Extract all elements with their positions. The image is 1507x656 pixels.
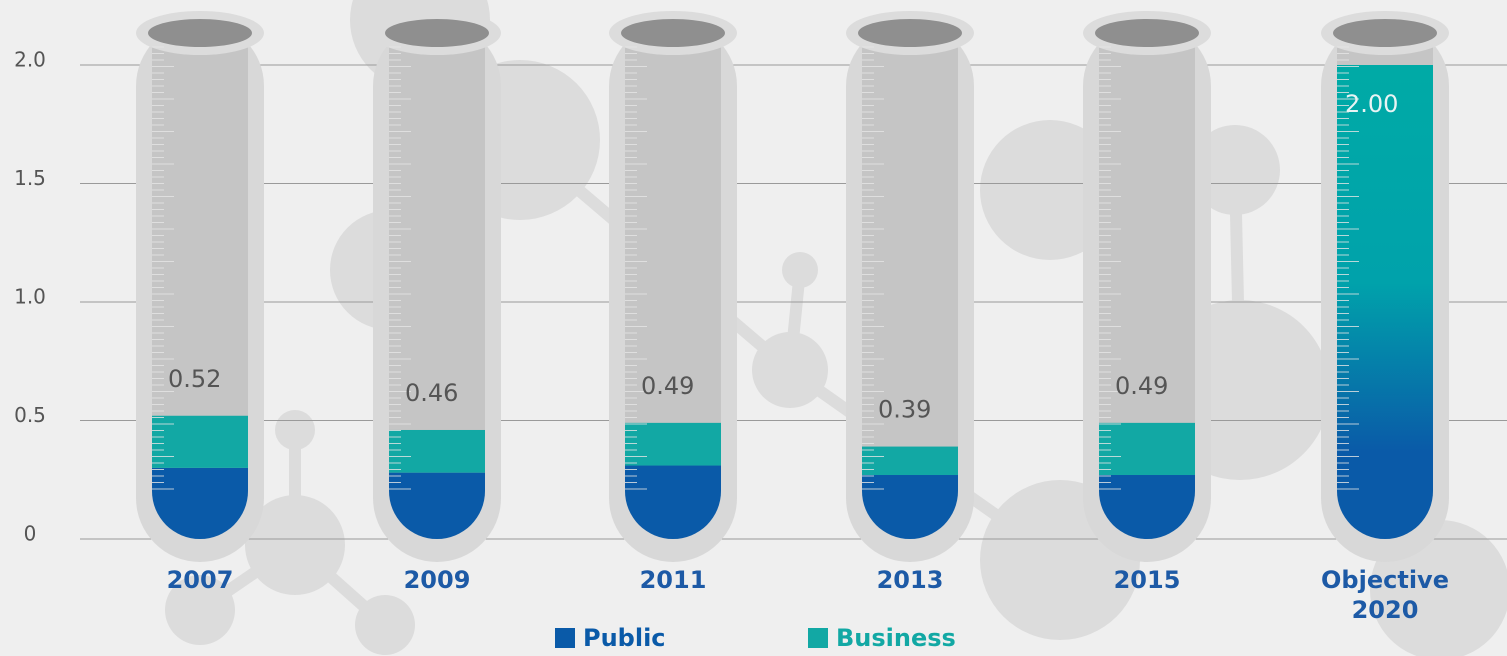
y-tick-label: 2.0: [14, 48, 46, 72]
tube-opening: [148, 19, 252, 47]
x-tick-label: 2013: [830, 565, 990, 595]
background-decoration: [165, 0, 1507, 656]
value-label: 0.46: [405, 379, 458, 407]
tube-opening: [621, 19, 725, 47]
tube-opening: [1095, 19, 1199, 47]
y-tick-label: 1.0: [14, 285, 46, 309]
y-tick-label: 0.5: [14, 403, 46, 427]
value-label: 0.49: [1115, 372, 1168, 400]
value-label: 0.49: [641, 372, 694, 400]
bar-segment: [1099, 423, 1195, 475]
bar-segment: [389, 430, 485, 473]
tube-opening: [385, 19, 489, 47]
page: {"chart_data": {"type": "tube-stacked-ba…: [0, 0, 1507, 656]
y-tick-label: 0: [24, 522, 37, 546]
x-tick-label: 2009: [357, 565, 517, 595]
tube-opening: [1333, 19, 1437, 47]
x-tick-label: 2015: [1067, 565, 1227, 595]
x-tick-label: 2011: [593, 565, 753, 595]
legend-label: Public: [583, 624, 666, 652]
chart: 0 0.5 1.0 1.5 2.0 0.52 0.46 0.49 0.39 0.49 2.00 Pu…: [0, 0, 1507, 656]
bar-segment: [625, 423, 721, 466]
value-label: 0.52: [168, 365, 221, 393]
legend-swatch: [555, 628, 575, 648]
x-tick-label: Objective 2020: [1305, 565, 1465, 625]
y-tick-label: 1.5: [14, 166, 46, 190]
objective-bar: [1337, 65, 1433, 549]
x-tick-label: 2007: [120, 565, 280, 595]
value-label: 2.00: [1345, 90, 1398, 118]
value-label: 0.39: [878, 396, 931, 424]
tube-opening: [858, 19, 962, 47]
tube-content: [1337, 47, 1433, 549]
legend-swatch: [808, 628, 828, 648]
legend-label: Business: [836, 624, 956, 652]
bar-segment: [862, 447, 958, 475]
